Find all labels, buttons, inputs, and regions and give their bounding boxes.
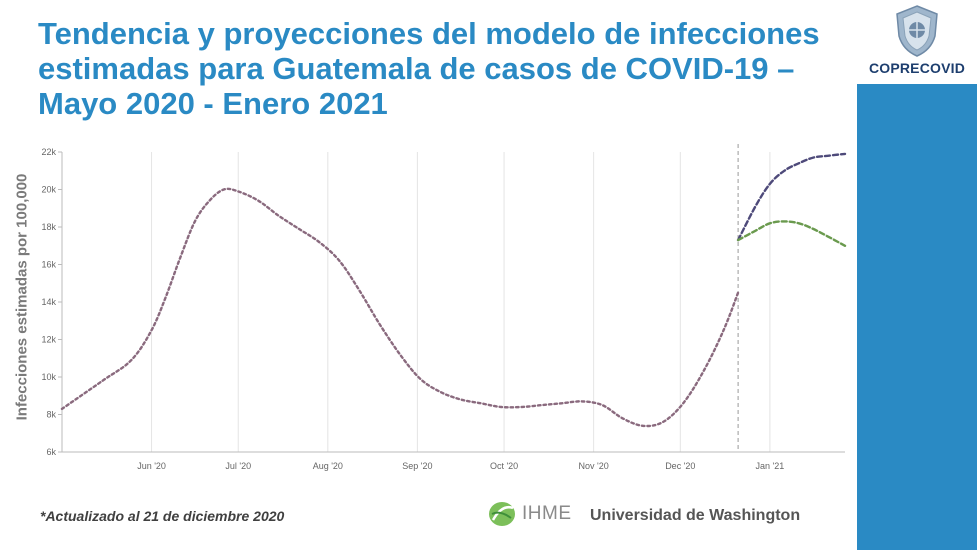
series-line-2 bbox=[736, 152, 847, 242]
y-tick-label: 20k bbox=[41, 185, 56, 195]
y-tick-label: 16k bbox=[41, 260, 56, 270]
x-tick-label: Oct '20 bbox=[490, 461, 518, 471]
series-line-3 bbox=[736, 220, 847, 247]
coprecovid-logo: COPRECOVID bbox=[857, 0, 977, 84]
y-tick-label: 6k bbox=[46, 447, 56, 457]
y-tick-label: 8k bbox=[46, 410, 56, 420]
y-tick-label: 10k bbox=[41, 372, 56, 382]
ihme-logo-text: IHME bbox=[522, 503, 572, 524]
x-tick-label: Jun '20 bbox=[137, 461, 166, 471]
plot-area bbox=[62, 152, 845, 452]
update-footnote: *Actualizado al 21 de diciembre 2020 bbox=[40, 508, 285, 524]
y-tick-label: 12k bbox=[41, 335, 56, 345]
x-tick-label: Aug '20 bbox=[313, 461, 343, 471]
source-organization: Universidad de Washington bbox=[590, 507, 801, 524]
brand-name: COPRECOVID bbox=[868, 60, 966, 76]
x-tick-label: Jul '20 bbox=[225, 461, 251, 471]
ihme-leaf-icon bbox=[489, 502, 515, 526]
line-chart: Jun '20 Jul '20 Aug '20 Sep '20 Oct '20 Nov '… bbox=[41, 144, 847, 471]
series-line-1 bbox=[60, 187, 740, 428]
y-tick-label: 18k bbox=[41, 222, 56, 232]
x-tick-label: Sep '20 bbox=[402, 461, 432, 471]
sidebar-band bbox=[857, 0, 977, 550]
slide-title: Tendencia y proyecciones del modelo de i… bbox=[38, 16, 820, 121]
y-tick-label: 22k bbox=[41, 147, 56, 157]
x-tick-label: Jan '21 bbox=[756, 461, 785, 471]
y-tick-label: 14k bbox=[41, 297, 56, 307]
x-tick-label: Dec '20 bbox=[665, 461, 695, 471]
x-tick-label: Nov '20 bbox=[579, 461, 609, 471]
shield-emblem-icon bbox=[896, 5, 938, 57]
